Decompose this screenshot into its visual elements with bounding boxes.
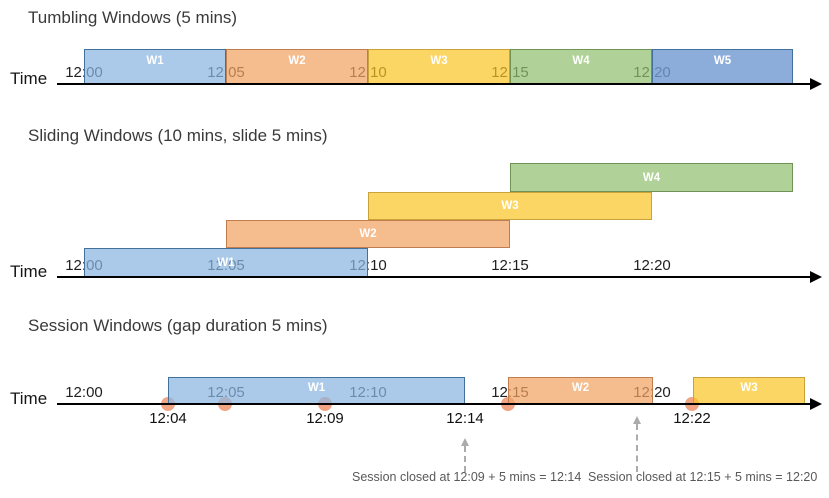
tumbling-window-w2: W2 <box>226 49 368 84</box>
callout-arrow <box>633 416 641 472</box>
window-label: W2 <box>359 228 377 240</box>
window-label: W4 <box>642 171 661 184</box>
window-label: W2 <box>288 55 306 67</box>
window-label: W3 <box>740 382 758 394</box>
tumbling-window-w1: W1 <box>84 49 226 84</box>
sliding-window-w2: W2 <box>226 220 510 248</box>
window-label: W1 <box>146 55 164 67</box>
window-label: W4 <box>572 55 590 67</box>
session-window-w1: W1 <box>168 377 465 404</box>
tumbling-window-w3: W3 <box>368 49 510 84</box>
sliding-window-w3: W3 <box>368 192 652 220</box>
callout-arrow <box>461 438 469 472</box>
session-closed-annotation: Session closed at 12:09 + 5 mins = 12:14 <box>352 470 582 484</box>
axis-arrowhead-icon <box>810 398 822 410</box>
tumbling-window-w5: W5 <box>652 49 793 84</box>
window-label: W1 <box>217 256 235 269</box>
window-label: W5 <box>713 55 732 67</box>
up-arrow-icon <box>461 438 469 446</box>
tumbling-section-title: Tumbling Windows (5 mins) <box>28 8 238 27</box>
window-label: W3 <box>501 200 519 212</box>
sliding-time-axis-label: Time <box>10 262 48 281</box>
tick-label: 12:15 <box>491 257 529 274</box>
session-window-w3: W3 <box>693 377 805 404</box>
sliding-window-w4: W4 <box>510 163 793 192</box>
event-time-label: 12:09 <box>306 410 344 427</box>
session-time-axis-label: Time <box>10 389 48 408</box>
window-label: W3 <box>430 55 448 67</box>
tick-label: 12:00 <box>65 384 103 401</box>
axis-arrowhead-icon <box>810 78 822 90</box>
window-label: W2 <box>571 382 590 394</box>
session-section-title: Session Windows (gap duration 5 mins) <box>28 316 328 335</box>
up-arrow-icon <box>633 416 641 424</box>
session-window-w2: W2 <box>508 377 653 404</box>
window-label: W1 <box>307 382 326 394</box>
axis-arrowhead-icon <box>810 271 822 283</box>
session-closed-annotation: Session closed at 12:15 + 5 mins = 12:20 <box>588 470 818 484</box>
tick-label: 12:20 <box>633 257 671 274</box>
tumbling-window-w4: W4 <box>510 49 652 84</box>
event-time-label: 12:14 <box>446 410 484 427</box>
sliding-time-axis <box>57 276 812 278</box>
event-time-label: 12:22 <box>673 410 711 427</box>
tumbling-time-axis-label: Time <box>10 69 48 88</box>
sliding-section-title: Sliding Windows (10 mins, slide 5 mins) <box>28 126 328 145</box>
tumbling-time-axis <box>57 83 812 85</box>
session-time-axis <box>57 403 812 405</box>
sliding-window-w1: W1 <box>84 248 368 277</box>
event-time-label: 12:04 <box>149 410 187 427</box>
